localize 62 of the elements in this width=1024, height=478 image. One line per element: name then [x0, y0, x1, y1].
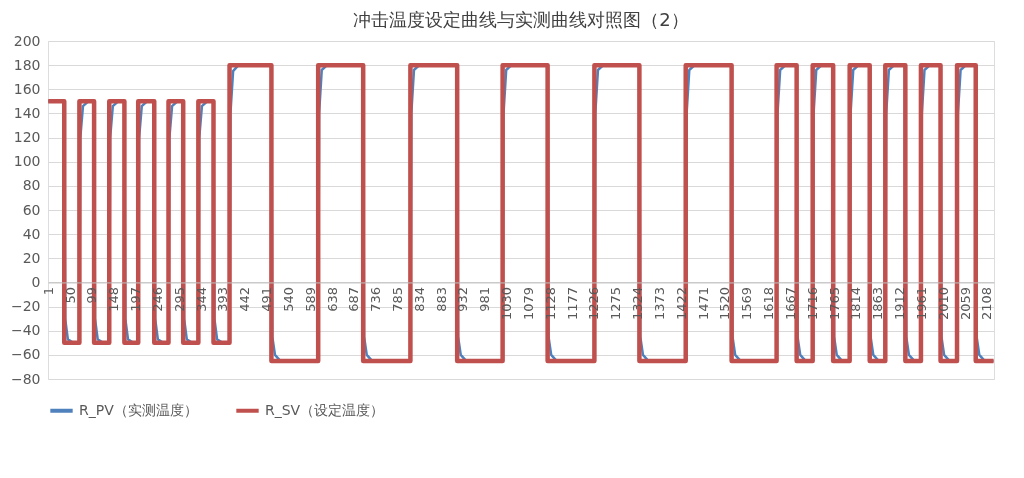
x-tick-label: 834 — [411, 286, 427, 312]
y-tick-label: 120 — [13, 129, 41, 146]
x-tick-label: 540 — [280, 286, 296, 312]
x-tick-label: 148 — [106, 286, 122, 312]
x-tick-label: 687 — [346, 286, 362, 312]
x-tick-label: 2108 — [979, 286, 995, 321]
x-tick-label: 1912 — [892, 286, 908, 321]
x-tick-label: 295 — [171, 286, 187, 312]
y-tick-label: 200 — [13, 32, 41, 49]
x-tick-label: 1765 — [826, 286, 842, 321]
x-tick-label: 1961 — [913, 286, 929, 321]
y-tick-label: −40 — [10, 322, 41, 339]
x-tick-label: 1863 — [870, 286, 886, 321]
x-tick-label: 197 — [128, 286, 144, 312]
x-tick-label: 1 — [40, 286, 56, 296]
x-tick-label: 1030 — [499, 286, 515, 321]
x-tick-label: 393 — [215, 286, 231, 312]
x-tick-label: 1324 — [630, 286, 646, 321]
x-tick-label: 1275 — [608, 286, 624, 321]
x-tick-label: 883 — [433, 286, 449, 312]
x-tick-label: 785 — [389, 286, 405, 312]
x-tick-label: 638 — [324, 286, 340, 312]
x-tick-label: 2010 — [935, 286, 951, 321]
y-tick-label: 60 — [22, 201, 41, 218]
x-tick-label: 1128 — [542, 286, 558, 321]
x-tick-label: 1079 — [520, 286, 536, 321]
x-tick-label: 1618 — [761, 286, 777, 321]
x-tick-label: 2059 — [957, 286, 973, 321]
y-tick-label: 20 — [22, 249, 41, 266]
x-tick-label: 99 — [84, 286, 100, 304]
legend-label: R_SV（设定温度） — [265, 401, 385, 418]
x-tick-label: 1520 — [717, 286, 733, 321]
x-tick-label: 246 — [149, 286, 165, 312]
x-tick-label: 50 — [62, 286, 78, 304]
x-tick-label: 1422 — [673, 286, 689, 321]
y-tick-label: 180 — [13, 56, 41, 73]
x-tick-label: 1177 — [564, 286, 580, 321]
x-tick-label: 1226 — [586, 286, 602, 321]
x-tick-label: 1716 — [804, 286, 820, 321]
x-tick-label: 736 — [368, 286, 384, 312]
y-tick-label: 140 — [13, 104, 41, 121]
x-tick-label: 442 — [237, 286, 253, 312]
x-tick-label: 1373 — [651, 286, 667, 321]
x-tick-label: 589 — [302, 286, 318, 312]
x-tick-label: 1569 — [739, 286, 755, 321]
x-tick-label: 344 — [193, 286, 209, 312]
y-tick-label: 40 — [22, 225, 41, 242]
chart-title: 冲击温度设定曲线与实测曲线对照图（2） — [353, 9, 689, 30]
y-tick-label: −60 — [10, 346, 41, 363]
y-tick-label: −20 — [10, 298, 41, 315]
y-tick-label: 80 — [22, 177, 41, 194]
x-tick-label: 491 — [259, 286, 275, 312]
legend-label: R_PV（实测温度） — [79, 401, 198, 418]
x-tick-label: 1814 — [848, 286, 864, 321]
x-tick-label: 1667 — [782, 286, 798, 321]
y-tick-label: 0 — [31, 273, 41, 290]
x-tick-label: 981 — [477, 286, 493, 312]
x-tick-label: 1471 — [695, 286, 711, 321]
x-tick-label: 932 — [455, 286, 471, 312]
y-tick-label: 160 — [13, 80, 41, 97]
y-tick-label: 100 — [13, 153, 41, 170]
y-tick-label: −80 — [10, 370, 41, 387]
